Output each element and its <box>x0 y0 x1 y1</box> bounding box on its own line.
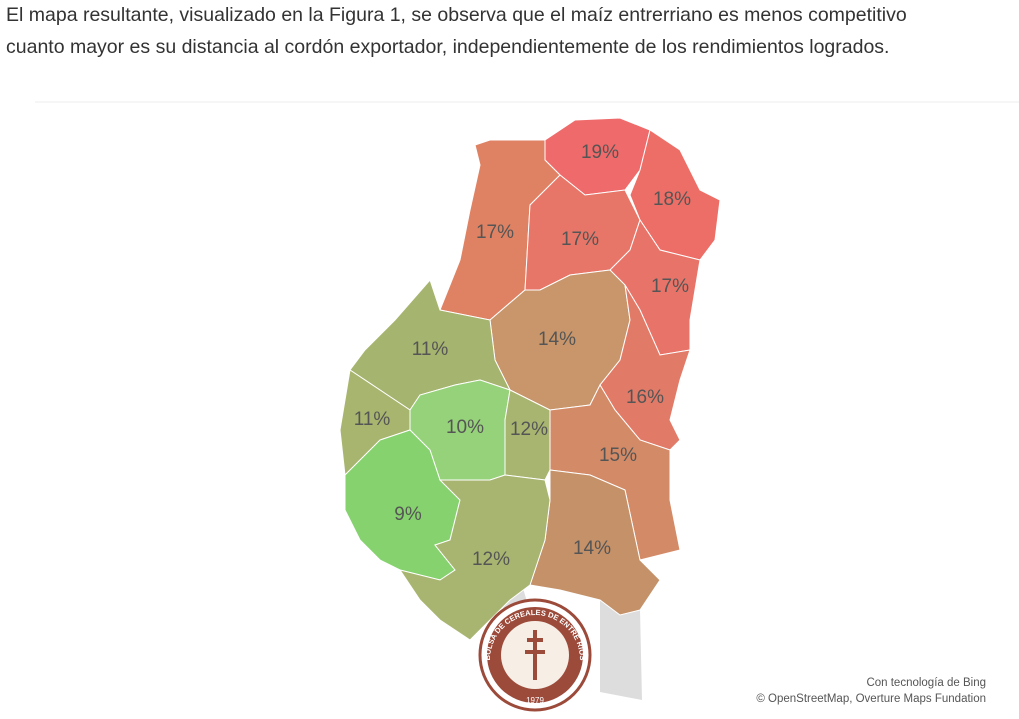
region-label: 17% <box>561 229 599 250</box>
region-label: 14% <box>538 329 576 350</box>
region-label: 10% <box>446 417 484 438</box>
region-label: 15% <box>599 445 637 466</box>
region-label: 17% <box>476 222 514 243</box>
gray-area <box>600 600 642 700</box>
region-label: 11% <box>412 339 449 360</box>
logo-year: 1979 <box>526 696 544 705</box>
paragraph-line: El mapa resultante, visualizado en la Fi… <box>6 4 907 26</box>
region-label: 18% <box>653 189 691 210</box>
region-label: 11% <box>354 409 391 430</box>
region-label: 17% <box>651 276 689 297</box>
region-label: 9% <box>394 504 422 525</box>
region-label: 12% <box>472 549 510 570</box>
paragraph-line: cuanto mayor es su distancia al cordón e… <box>6 36 890 58</box>
region-label: 14% <box>573 538 611 559</box>
region-label: 19% <box>581 142 619 163</box>
credit: © OpenStreetMap, Overture Maps Fundation <box>756 693 986 705</box>
logo-icon <box>525 630 545 680</box>
region-label: 12% <box>510 419 548 440</box>
region-label: 16% <box>626 387 664 408</box>
region <box>599 284 691 451</box>
credit: Con tecnología de Bing <box>866 677 986 689</box>
region <box>398 474 551 641</box>
logo: BOLSA DE CEREALES DE ENTRE RÍOS 1979 <box>478 598 592 712</box>
